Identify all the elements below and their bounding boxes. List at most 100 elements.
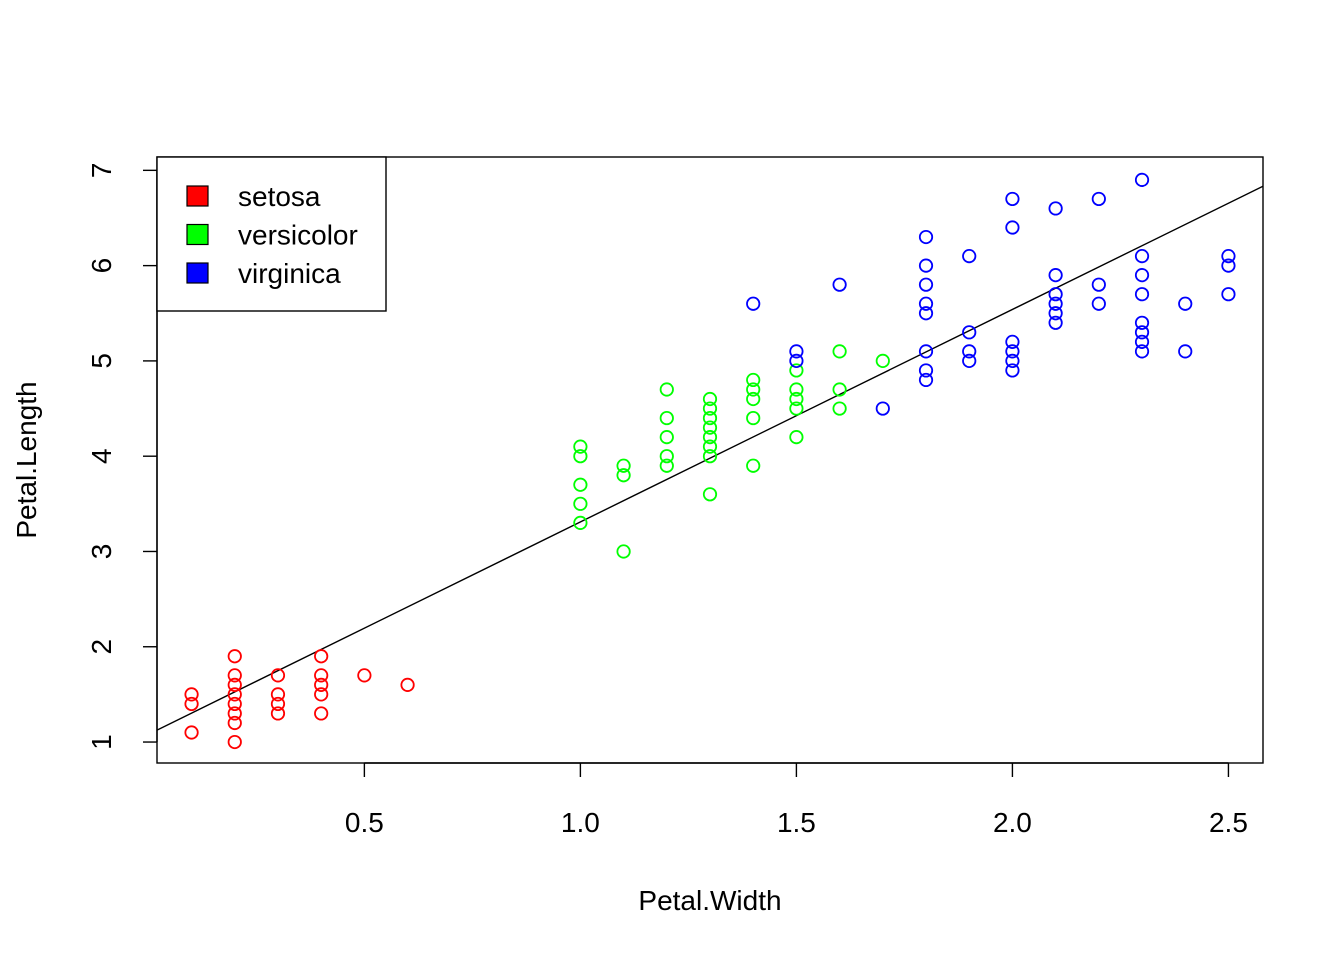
data-point-virginica (1221, 248, 1236, 264)
data-point-virginica (1134, 172, 1150, 187)
data-point-versicolor (573, 515, 588, 530)
data-point-setosa (227, 649, 242, 664)
x-tick-label: 1.0 (561, 807, 600, 838)
data-point-virginica (1178, 296, 1193, 311)
data-point-setosa (227, 668, 242, 683)
data-point-versicolor (616, 544, 631, 559)
y-tick-label: 5 (86, 353, 117, 369)
data-point-virginica (1091, 277, 1106, 292)
data-point-virginica (1048, 315, 1063, 330)
data-point-setosa (314, 649, 329, 664)
y-axis: 1 2 3 4 5 6 7 (86, 163, 158, 750)
data-point-versicolor (702, 430, 718, 445)
data-point-virginica (875, 401, 890, 416)
y-axis-label: Petal.Length (11, 381, 42, 538)
data-point-setosa (270, 706, 286, 721)
data-point-versicolor (702, 439, 718, 454)
legend-label-setosa: setosa (238, 181, 321, 212)
data-point-virginica (1091, 191, 1106, 207)
data-point-virginica (1048, 201, 1063, 216)
data-point-virginica (962, 325, 977, 340)
data-point-versicolor (746, 391, 761, 407)
data-point-virginica (1134, 325, 1150, 340)
data-point-virginica (918, 363, 934, 378)
data-point-virginica (1091, 296, 1106, 311)
data-point-versicolor (832, 344, 847, 359)
data-point-versicolor (789, 401, 804, 416)
data-point-virginica (918, 258, 934, 273)
data-point-versicolor (789, 382, 804, 397)
x-axis-label: Petal.Width (638, 885, 781, 916)
data-point-virginica (832, 277, 847, 292)
data-point-versicolor (573, 477, 588, 492)
data-point-virginica (1134, 344, 1150, 359)
data-point-versicolor (616, 468, 631, 483)
data-point-setosa (184, 687, 199, 702)
data-point-virginica (1048, 287, 1063, 302)
series-setosa (184, 649, 415, 750)
data-point-versicolor (702, 401, 718, 416)
data-point-versicolor (702, 487, 718, 502)
data-point-virginica (1134, 248, 1150, 264)
data-point-versicolor (616, 458, 631, 473)
legend-label-virginica: virginica (238, 258, 341, 289)
data-point-versicolor (702, 420, 718, 435)
data-point-setosa (227, 734, 242, 750)
data-point-virginica (746, 296, 761, 311)
data-point-virginica (789, 344, 804, 359)
data-point-virginica (1134, 287, 1150, 302)
data-point-setosa (314, 687, 329, 702)
legend: setosa versicolor virginica (156, 156, 387, 312)
data-point-setosa (227, 687, 242, 702)
y-tick-label: 7 (86, 163, 117, 179)
data-point-setosa (357, 668, 372, 683)
data-point-versicolor (875, 353, 890, 369)
y-tick-label: 3 (86, 544, 117, 560)
regression-line (157, 185, 1263, 731)
data-point-setosa (227, 715, 242, 731)
data-point-virginica (1048, 296, 1063, 311)
data-point-setosa (227, 706, 242, 721)
legend-swatch-versicolor (186, 223, 209, 246)
y-tick-label: 1 (86, 734, 117, 750)
data-point-setosa (400, 677, 415, 692)
data-point-versicolor (659, 410, 674, 426)
data-point-versicolor (659, 449, 674, 464)
data-point-setosa (314, 668, 329, 683)
data-point-virginica (962, 248, 977, 264)
legend-label-versicolor: versicolor (238, 220, 358, 251)
data-point-versicolor (659, 458, 674, 473)
data-point-virginica (1048, 306, 1063, 321)
data-point-virginica (1005, 334, 1020, 349)
data-point-virginica (1005, 363, 1020, 378)
data-point-setosa (270, 687, 286, 702)
series-virginica (746, 172, 1236, 416)
data-point-versicolor (789, 391, 804, 407)
data-point-setosa (314, 706, 329, 721)
data-point-setosa (184, 725, 199, 740)
y-tick-label: 6 (86, 258, 117, 274)
data-point-versicolor (573, 449, 588, 464)
x-tick-label: 0.5 (345, 807, 384, 838)
data-point-setosa (184, 696, 199, 712)
data-point-versicolor (746, 372, 761, 388)
data-point-versicolor (746, 458, 761, 473)
data-point-versicolor (789, 430, 804, 445)
data-point-virginica (918, 277, 934, 292)
data-point-virginica (962, 344, 977, 359)
x-tick-label: 1.5 (777, 807, 816, 838)
data-point-virginica (1134, 268, 1150, 283)
data-point-virginica (918, 372, 934, 388)
data-point-versicolor (832, 382, 847, 397)
y-tick-label: 2 (86, 639, 117, 655)
data-point-versicolor (789, 363, 804, 378)
data-point-virginica (918, 306, 934, 321)
data-point-virginica (918, 344, 934, 359)
data-point-versicolor (832, 401, 847, 416)
x-tick-label: 2.5 (1209, 807, 1248, 838)
data-point-versicolor (573, 439, 588, 454)
data-point-versicolor (659, 382, 674, 397)
data-point-virginica (1134, 334, 1150, 349)
data-point-virginica (1178, 344, 1193, 359)
